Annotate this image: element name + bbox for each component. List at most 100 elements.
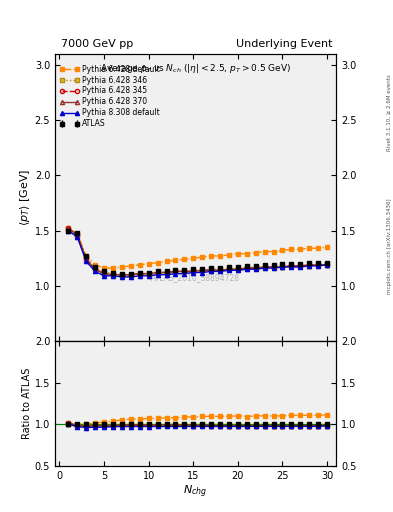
Pythia 6.428 370: [93, 266, 97, 272]
Y-axis label: $\langle p_T\rangle$ [GeV]: $\langle p_T\rangle$ [GeV]: [18, 169, 32, 226]
Pythia 8.308 default: [253, 266, 258, 272]
Pythia 6.428 default: [307, 245, 312, 251]
Pythia 6.428 346: [155, 269, 160, 275]
Pythia 8.308 default: [298, 264, 303, 270]
Pythia 6.428 346: [298, 263, 303, 269]
Pythia 8.308 default: [316, 263, 321, 269]
Pythia 6.428 346: [262, 264, 267, 270]
Pythia 6.428 345: [84, 256, 88, 262]
Pythia 6.428 346: [289, 263, 294, 269]
Pythia 8.308 default: [218, 268, 222, 274]
Pythia 6.428 345: [289, 263, 294, 269]
Pythia 6.428 345: [244, 265, 249, 271]
Pythia 6.428 346: [119, 272, 124, 278]
Pythia 8.308 default: [289, 264, 294, 270]
Pythia 6.428 370: [164, 269, 169, 275]
Pythia 6.428 346: [325, 261, 329, 267]
Pythia 6.428 default: [138, 262, 142, 268]
X-axis label: $N_{chg}$: $N_{chg}$: [184, 483, 208, 500]
Pythia 8.308 default: [164, 272, 169, 278]
Text: ATLAS_2010_S8894728: ATLAS_2010_S8894728: [151, 273, 240, 282]
Pythia 6.428 345: [227, 266, 231, 272]
Pythia 6.428 346: [66, 226, 71, 232]
Pythia 6.428 346: [182, 268, 187, 274]
Pythia 6.428 345: [146, 270, 151, 276]
Pythia 6.428 default: [289, 246, 294, 252]
Pythia 8.308 default: [262, 265, 267, 271]
Pythia 6.428 370: [146, 270, 151, 276]
Pythia 8.308 default: [102, 273, 107, 279]
Pythia 6.428 default: [102, 265, 107, 271]
Pythia 6.428 370: [129, 272, 133, 278]
Pythia 8.308 default: [235, 267, 240, 273]
Pythia 8.308 default: [111, 273, 116, 279]
Pythia 6.428 default: [227, 252, 231, 258]
Pythia 6.428 370: [66, 225, 71, 231]
Pythia 8.308 default: [93, 268, 97, 274]
Text: Rivet 3.1.10, ≥ 2.6M events: Rivet 3.1.10, ≥ 2.6M events: [387, 74, 392, 151]
Pythia 6.428 345: [66, 225, 71, 231]
Pythia 6.428 370: [227, 266, 231, 272]
Pythia 6.428 default: [262, 248, 267, 254]
Pythia 6.428 default: [155, 260, 160, 266]
Pythia 6.428 default: [93, 262, 97, 268]
Pythia 6.428 345: [235, 266, 240, 272]
Pythia 8.308 default: [173, 270, 178, 276]
Pythia 8.308 default: [307, 263, 312, 269]
Pythia 6.428 default: [271, 248, 276, 254]
Pythia 6.428 345: [182, 268, 187, 274]
Pythia 6.428 346: [307, 262, 312, 268]
Y-axis label: Ratio to ATLAS: Ratio to ATLAS: [22, 368, 32, 439]
Pythia 6.428 345: [191, 268, 196, 274]
Pythia 6.428 345: [200, 267, 205, 273]
Pythia 6.428 default: [182, 256, 187, 262]
Line: Pythia 6.428 370: Pythia 6.428 370: [66, 226, 329, 277]
Pythia 6.428 370: [191, 268, 196, 274]
Pythia 6.428 346: [191, 267, 196, 273]
Pythia 6.428 345: [138, 270, 142, 276]
Pythia 6.428 346: [316, 262, 321, 268]
Line: Pythia 6.428 346: Pythia 6.428 346: [66, 227, 329, 277]
Pythia 6.428 346: [235, 265, 240, 271]
Pythia 6.428 346: [173, 268, 178, 274]
Pythia 6.428 345: [173, 268, 178, 274]
Pythia 6.428 345: [298, 263, 303, 269]
Pythia 6.428 370: [235, 266, 240, 272]
Pythia 6.428 345: [93, 266, 97, 272]
Pythia 6.428 default: [66, 225, 71, 231]
Pythia 6.428 default: [218, 253, 222, 259]
Pythia 6.428 default: [111, 265, 116, 271]
Pythia 6.428 346: [146, 270, 151, 276]
Pythia 8.308 default: [119, 274, 124, 280]
Pythia 6.428 345: [75, 233, 80, 239]
Pythia 6.428 default: [129, 263, 133, 269]
Pythia 6.428 default: [119, 264, 124, 270]
Pythia 6.428 345: [316, 262, 321, 268]
Line: Pythia 6.428 default: Pythia 6.428 default: [66, 226, 329, 270]
Pythia 6.428 370: [280, 264, 285, 270]
Pythia 6.428 370: [182, 268, 187, 274]
Pythia 6.428 370: [111, 272, 116, 278]
Pythia 6.428 default: [75, 231, 80, 237]
Pythia 6.428 370: [84, 256, 88, 262]
Pythia 6.428 370: [119, 272, 124, 278]
Pythia 6.428 346: [129, 272, 133, 278]
Pythia 8.308 default: [75, 234, 80, 240]
Pythia 6.428 345: [155, 269, 160, 275]
Pythia 6.428 370: [209, 267, 213, 273]
Pythia 6.428 370: [244, 265, 249, 271]
Pythia 8.308 default: [129, 274, 133, 280]
Pythia 6.428 346: [102, 269, 107, 275]
Pythia 8.308 default: [155, 272, 160, 278]
Pythia 8.308 default: [271, 265, 276, 271]
Pythia 6.428 346: [280, 263, 285, 269]
Pythia 8.308 default: [138, 273, 142, 279]
Pythia 6.428 346: [84, 255, 88, 261]
Pythia 6.428 346: [271, 264, 276, 270]
Pythia 6.428 default: [173, 258, 178, 264]
Pythia 6.428 346: [200, 267, 205, 273]
Pythia 6.428 default: [200, 254, 205, 260]
Pythia 6.428 370: [218, 267, 222, 273]
Pythia 8.308 default: [280, 264, 285, 270]
Pythia 6.428 370: [75, 232, 80, 238]
